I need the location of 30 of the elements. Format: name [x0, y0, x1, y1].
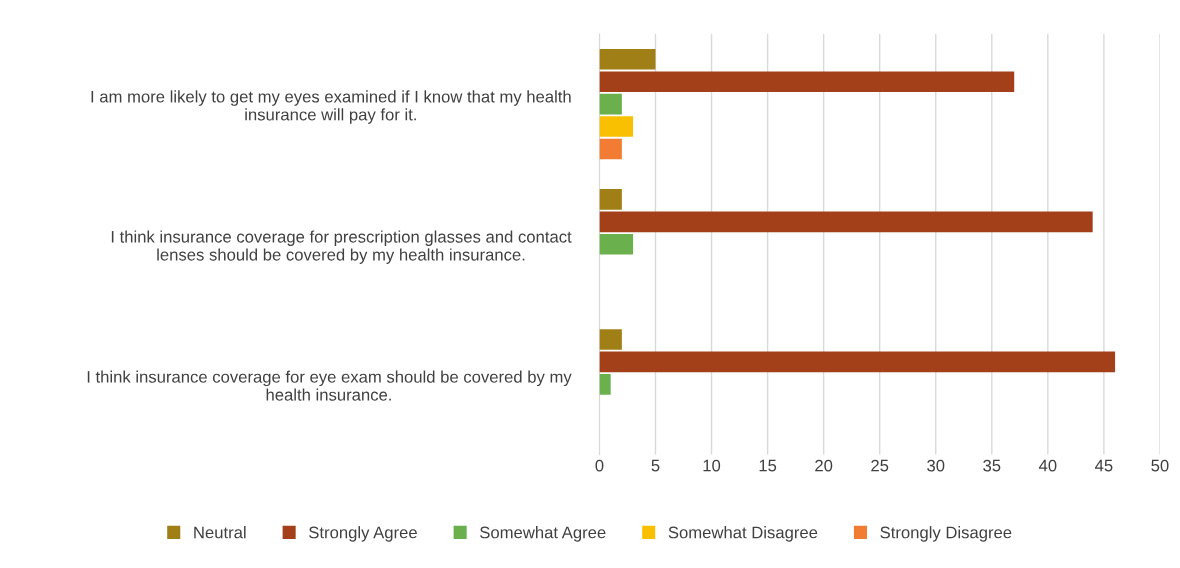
legend-label: Strongly Agree [309, 526, 417, 542]
bar [599, 116, 634, 137]
x-tick-label: 20 [815, 459, 833, 472]
bar [599, 93, 622, 115]
bar [599, 329, 622, 350]
x-tick-label: 50 [1151, 459, 1169, 472]
x-tick-label: 25 [871, 459, 889, 472]
x-tick-label: 40 [1038, 459, 1057, 472]
legend-label: Somewhat Agree [480, 526, 606, 542]
legend-label: Neutral [194, 526, 246, 539]
x-tick-label: 35 [983, 459, 1001, 472]
bar [599, 48, 656, 70]
y-tick-label: I think insurance coverage for eye exam should be covered by my health insurance. [87, 370, 572, 401]
x-tick-label: 30 [927, 459, 945, 472]
x-tick-label: 5 [651, 459, 660, 472]
bar [599, 233, 634, 255]
bar [599, 351, 1116, 373]
y-tick-label: I think insurance coverage for prescription glasses and contact lenses should be covered by my health insurance. [111, 230, 572, 264]
bar [599, 374, 611, 395]
legend-label: Strongly Disagree [880, 526, 1012, 542]
x-tick-label: 15 [759, 459, 777, 472]
x-tick-label: 0 [595, 459, 604, 472]
y-tick-label: I am more likely to get my eyes examined if I know that my health insurance will pay for it. [91, 90, 571, 124]
legend-label: Somewhat Disagree [668, 526, 818, 542]
bar [599, 189, 622, 210]
x-tick-label: 10 [703, 459, 721, 472]
x-tick-label: 45 [1095, 459, 1113, 472]
bar [599, 138, 622, 160]
bar [599, 211, 1093, 233]
bar [599, 71, 1015, 93]
